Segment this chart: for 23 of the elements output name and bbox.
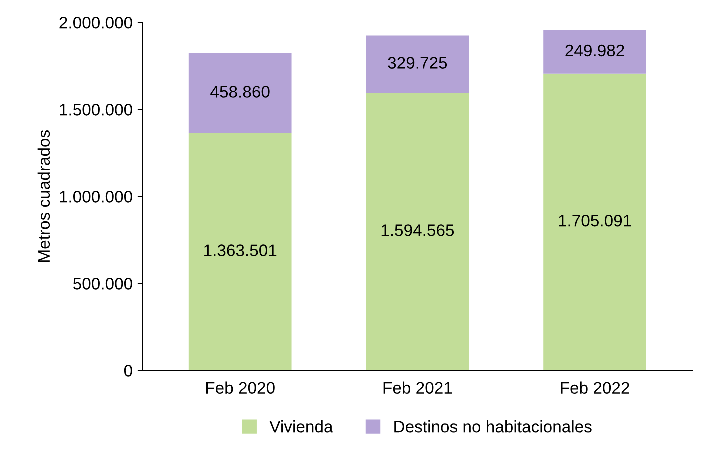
- y-tick-label: 1.500.000: [60, 104, 132, 116]
- bar: [544, 74, 646, 371]
- bar: [188, 133, 292, 371]
- y-tick-label: 0: [124, 365, 132, 377]
- data-label: 249.982: [566, 44, 624, 57]
- legend-label: Destinos no habitacionales: [394, 420, 592, 433]
- y-axis-title: Metros cuadrados: [38, 130, 50, 262]
- data-label: 1.705.091: [559, 214, 632, 227]
- y-tick-label: 1.000.000: [60, 191, 132, 203]
- data-label: 458.860: [210, 86, 270, 98]
- legend-label: Vivienda: [270, 420, 334, 433]
- x-tick-label: Feb 2022: [561, 382, 630, 394]
- data-label: 329.725: [388, 57, 448, 69]
- bar: [188, 54, 292, 134]
- x-tick-label: Feb 2020: [206, 382, 275, 394]
- bar: [544, 30, 646, 74]
- data-label: 1.594.565: [382, 224, 454, 236]
- data-label: 1.363.501: [204, 244, 277, 256]
- y-tick-label: 500.000: [74, 278, 132, 290]
- y-tick-label: 2.000.000: [60, 17, 132, 29]
- bar: [366, 93, 470, 371]
- bar: [366, 36, 470, 94]
- x-tick-label: Feb 2021: [384, 382, 452, 394]
